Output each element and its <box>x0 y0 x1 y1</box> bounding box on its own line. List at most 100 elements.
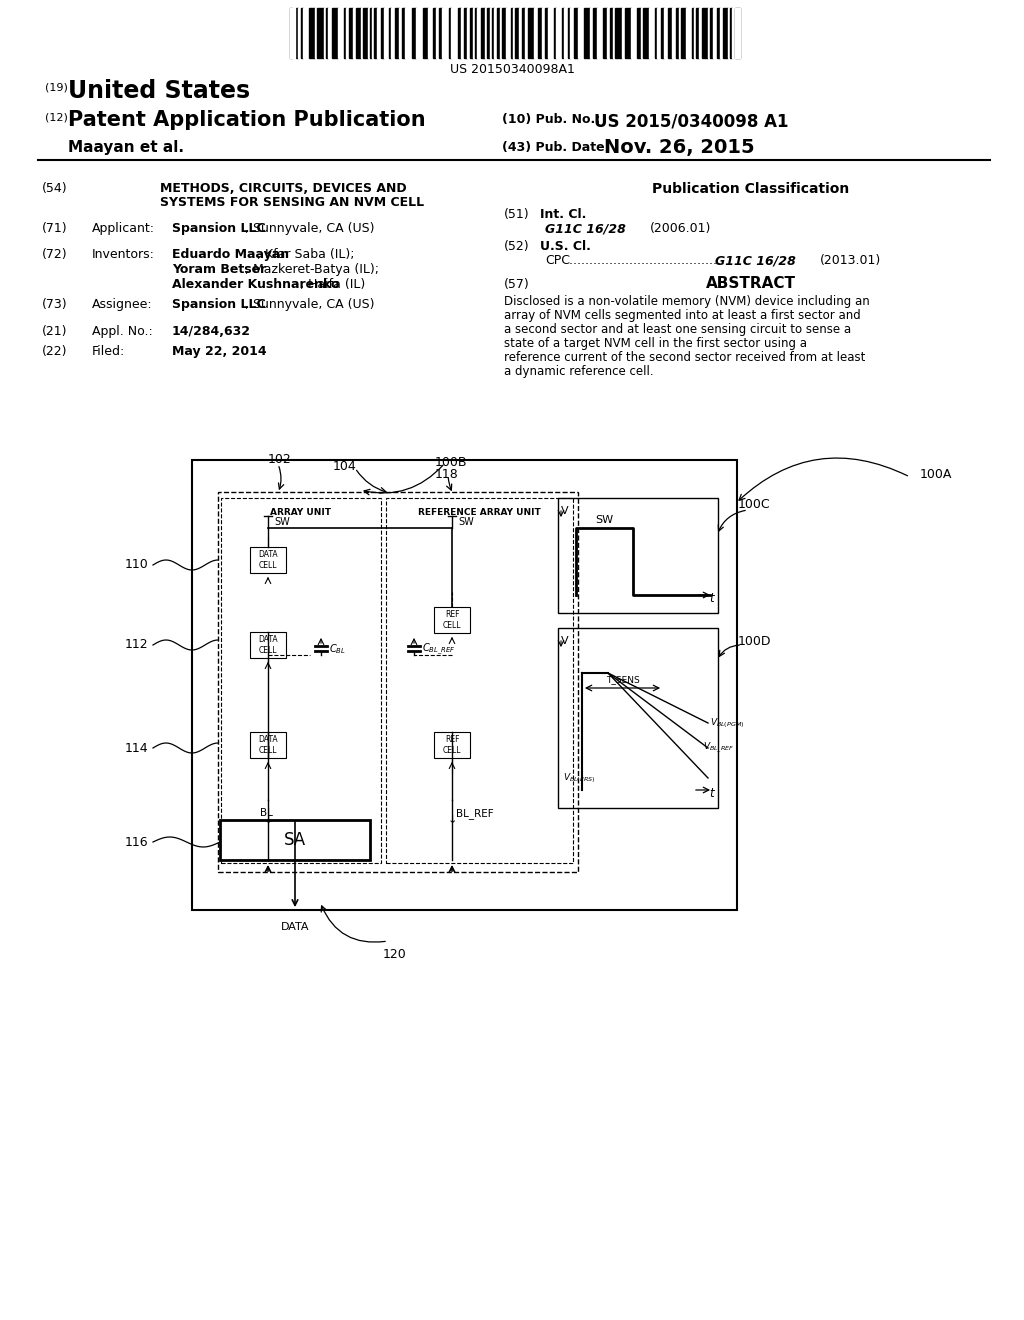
Bar <box>250 546 286 573</box>
Text: 100B: 100B <box>435 455 468 469</box>
Bar <box>610 8 613 58</box>
Bar <box>538 8 542 58</box>
Bar <box>298 8 301 58</box>
Text: $V_{BL(PGM)}$: $V_{BL(PGM)}$ <box>710 715 744 730</box>
Bar <box>328 8 332 58</box>
Text: Appl. No.:: Appl. No.: <box>92 325 153 338</box>
Bar <box>442 8 449 58</box>
Bar <box>625 8 631 58</box>
Text: DATA: DATA <box>281 921 309 932</box>
Text: DATA
CELL: DATA CELL <box>258 735 278 755</box>
Bar <box>735 8 740 58</box>
Text: METHODS, CIRCUITS, DEVICES AND: METHODS, CIRCUITS, DEVICES AND <box>160 182 407 195</box>
Text: a dynamic reference cell.: a dynamic reference cell. <box>504 366 653 378</box>
Text: ABSTRACT: ABSTRACT <box>706 276 796 290</box>
Bar <box>315 8 317 58</box>
Text: , Haifa (IL): , Haifa (IL) <box>300 279 366 290</box>
Text: Alexander Kushnarenko: Alexander Kushnarenko <box>172 279 339 290</box>
Text: (51): (51) <box>504 209 529 220</box>
Bar <box>473 8 475 58</box>
Text: 102: 102 <box>268 453 292 466</box>
Text: $V_{BL(ERS)}$: $V_{BL(ERS)}$ <box>563 771 596 785</box>
Bar <box>477 8 481 58</box>
Text: 104: 104 <box>333 459 357 473</box>
Bar <box>406 8 412 58</box>
Text: US 2015/0340098 A1: US 2015/0340098 A1 <box>594 114 788 131</box>
Bar <box>686 8 692 58</box>
Bar <box>574 8 578 58</box>
Bar <box>657 8 662 58</box>
Text: SA: SA <box>284 832 306 849</box>
Bar <box>193 459 737 909</box>
Text: 114: 114 <box>124 742 148 755</box>
Bar <box>290 8 295 58</box>
Text: REFERENCE ARRAY UNIT: REFERENCE ARRAY UNIT <box>418 508 541 517</box>
Text: 100C: 100C <box>738 498 771 511</box>
Bar <box>439 8 442 58</box>
Text: (43) Pub. Date:: (43) Pub. Date: <box>502 141 609 154</box>
Text: Publication Classification: Publication Classification <box>652 182 850 195</box>
Bar <box>668 8 672 58</box>
Text: (52): (52) <box>504 240 529 253</box>
Bar <box>434 607 470 634</box>
Bar <box>433 8 436 58</box>
Bar <box>324 8 326 58</box>
Bar <box>694 8 696 58</box>
Bar <box>679 8 681 58</box>
Text: 118: 118 <box>435 469 459 480</box>
Bar <box>374 8 377 58</box>
Text: (2013.01): (2013.01) <box>820 253 882 267</box>
Text: , Sunnyvale, CA (US): , Sunnyvale, CA (US) <box>245 222 375 235</box>
Bar <box>717 8 720 58</box>
Bar <box>522 8 525 58</box>
Bar <box>578 8 584 58</box>
Bar <box>481 8 485 58</box>
Text: (10) Pub. No.:: (10) Pub. No.: <box>502 114 600 125</box>
Bar <box>590 8 593 58</box>
Bar <box>699 8 702 58</box>
Bar <box>720 8 723 58</box>
Bar <box>338 8 344 58</box>
Bar <box>500 8 502 58</box>
Bar <box>584 8 590 58</box>
Bar <box>710 8 713 58</box>
Bar <box>506 8 511 58</box>
Bar <box>362 8 368 58</box>
Bar <box>556 8 562 58</box>
Bar <box>332 8 338 58</box>
Bar <box>692 8 694 58</box>
Text: a second sector and at least one sensing circuit to sense a: a second sector and at least one sensing… <box>504 323 851 337</box>
Bar <box>250 632 286 657</box>
Bar <box>377 8 381 58</box>
Text: 100A: 100A <box>920 469 952 480</box>
Text: V: V <box>561 506 568 516</box>
Bar <box>372 8 374 58</box>
Bar <box>494 8 497 58</box>
Text: Int. Cl.: Int. Cl. <box>540 209 587 220</box>
Bar <box>492 8 494 58</box>
Bar <box>361 8 362 58</box>
Bar <box>681 8 686 58</box>
Text: (2006.01): (2006.01) <box>650 222 712 235</box>
Text: array of NVM cells segmented into at least a first sector and: array of NVM cells segmented into at lea… <box>504 309 861 322</box>
Bar <box>353 8 356 58</box>
Bar <box>381 8 384 58</box>
Bar <box>597 8 603 58</box>
Bar <box>349 8 353 58</box>
Bar <box>464 8 467 58</box>
Text: (71): (71) <box>42 222 68 235</box>
Bar <box>702 8 708 58</box>
Bar <box>664 8 668 58</box>
Text: (73): (73) <box>42 298 68 312</box>
Bar <box>672 8 676 58</box>
Bar <box>723 8 728 58</box>
Text: May 22, 2014: May 22, 2014 <box>172 345 266 358</box>
Bar <box>356 8 361 58</box>
Text: Spansion LLC: Spansion LLC <box>172 298 265 312</box>
Bar <box>534 8 538 58</box>
Text: DATA
CELL: DATA CELL <box>258 550 278 570</box>
Bar <box>296 8 298 58</box>
Text: 112: 112 <box>124 639 148 652</box>
Bar <box>402 8 406 58</box>
Text: (22): (22) <box>42 345 68 358</box>
